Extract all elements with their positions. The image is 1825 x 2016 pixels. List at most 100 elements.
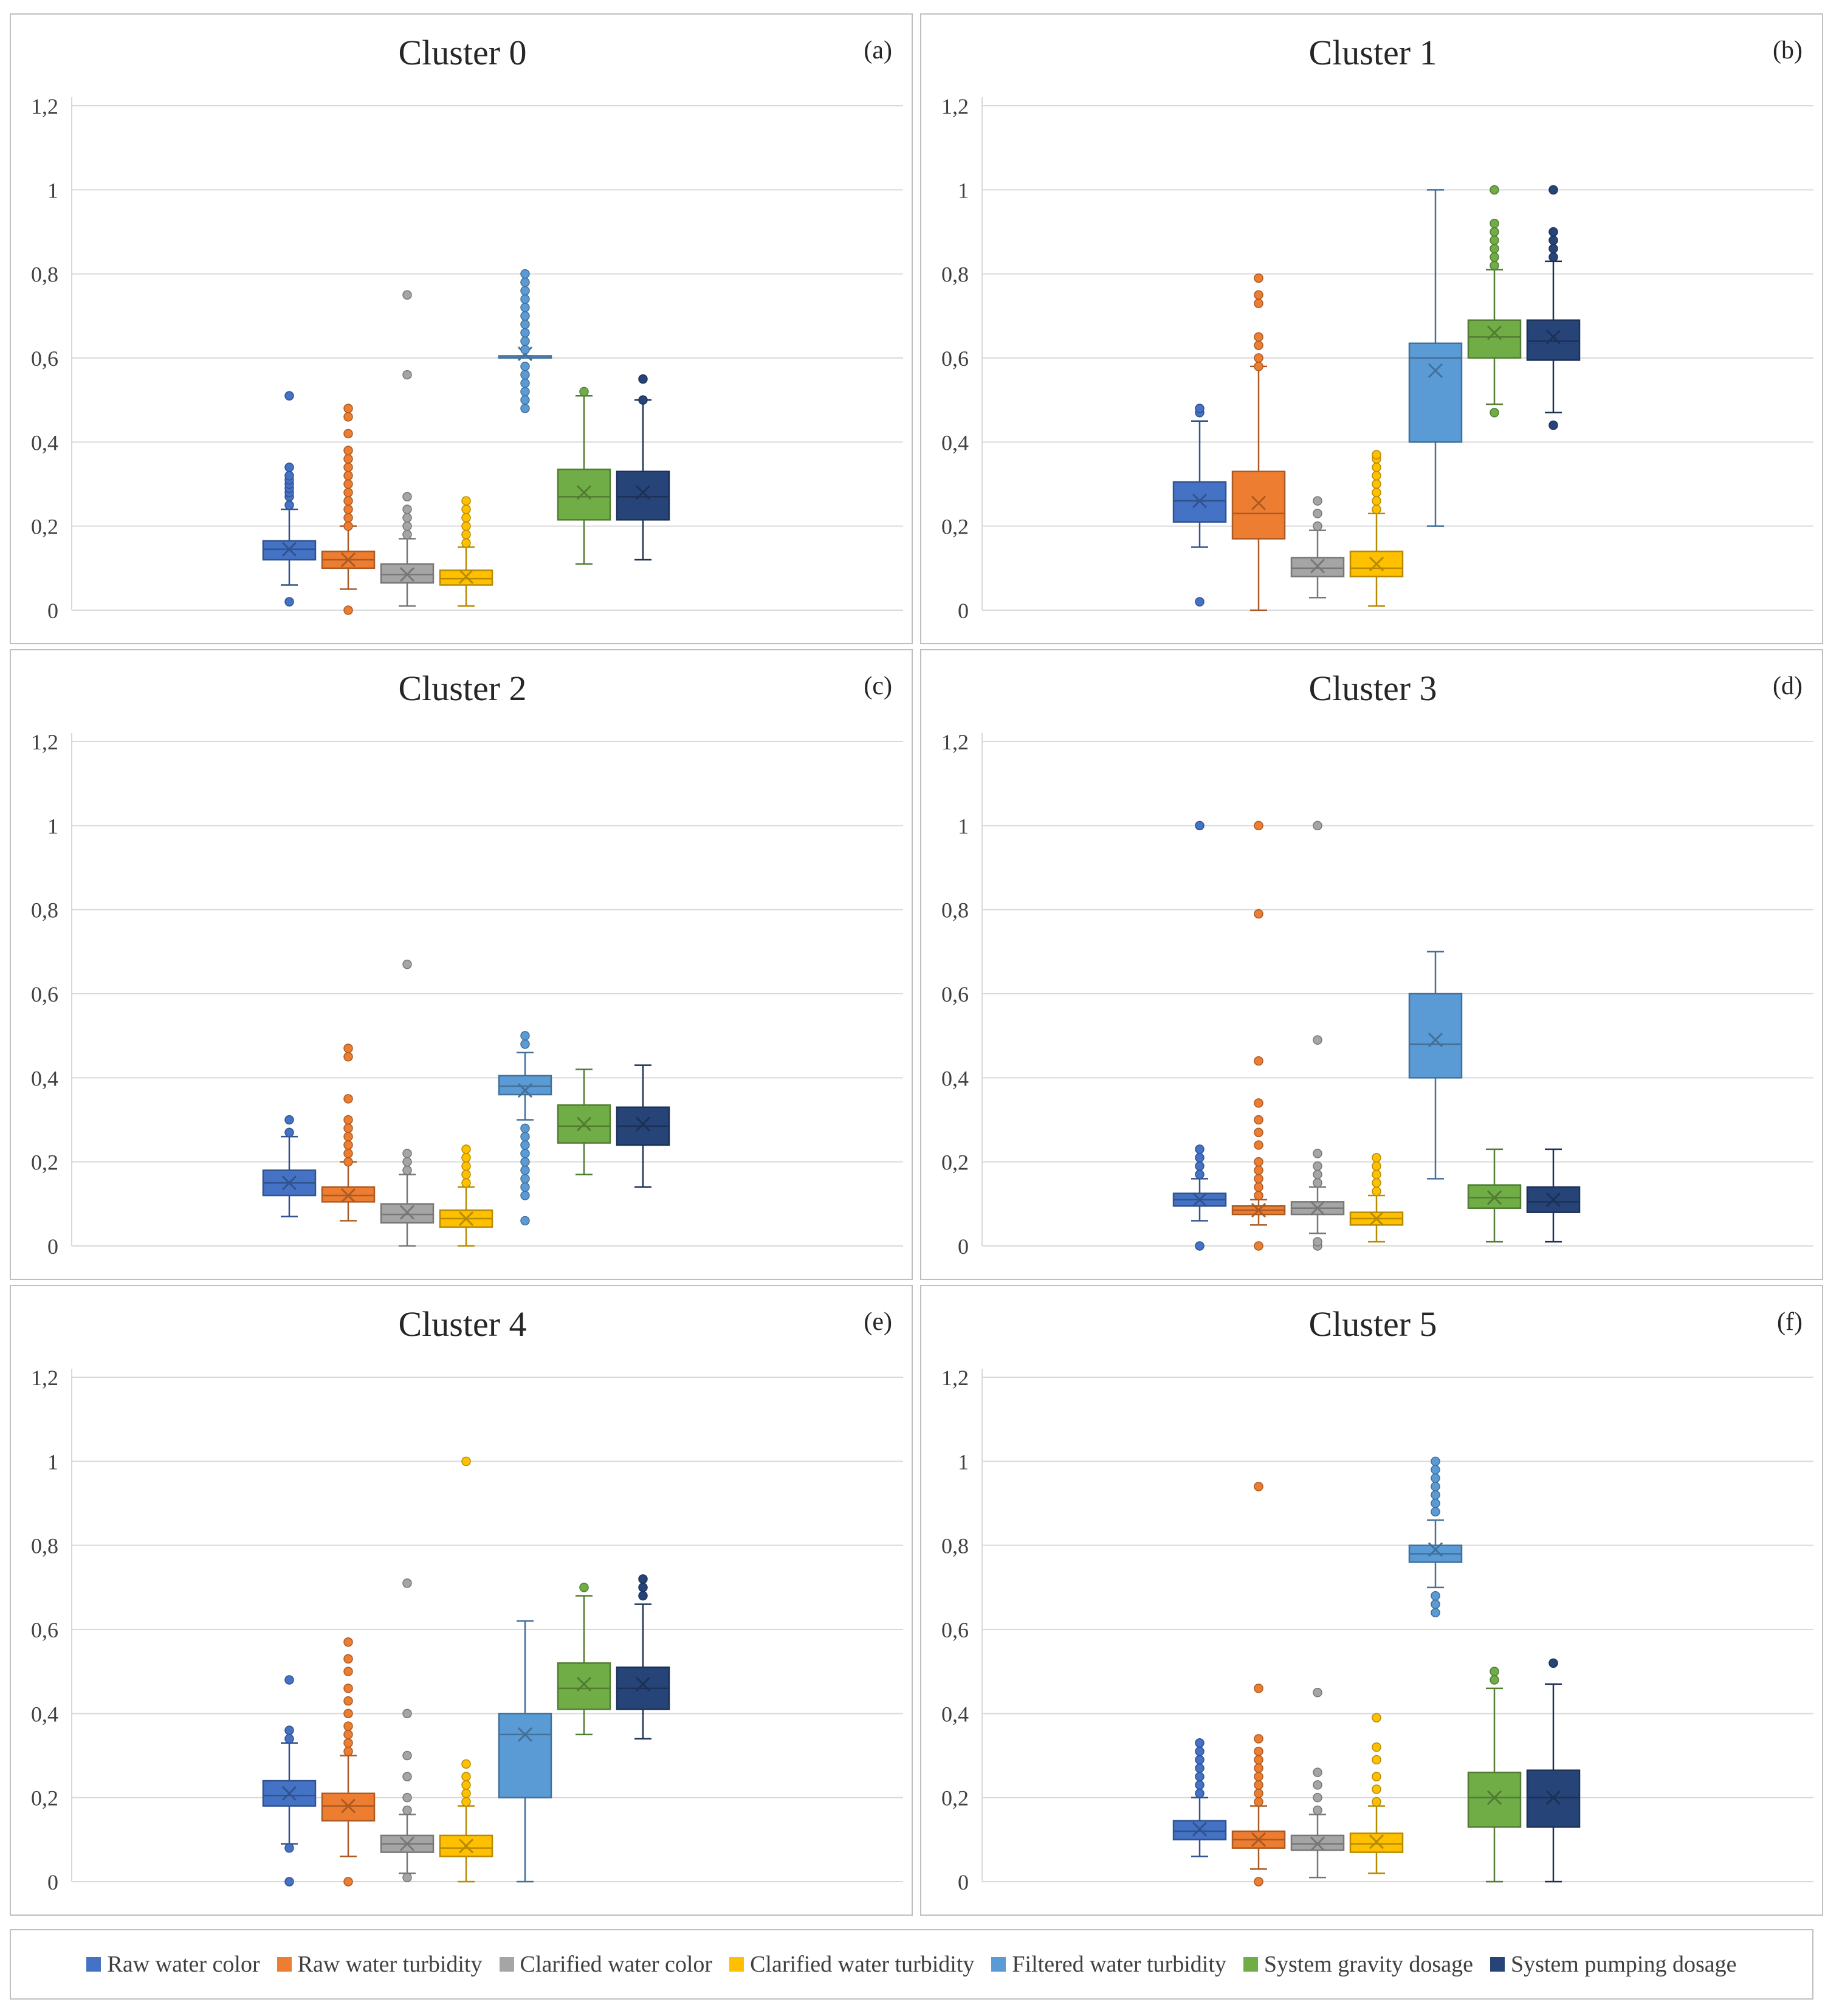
mean-marker (635, 1676, 651, 1691)
y-tick-label: 0,4 (941, 1066, 969, 1090)
box-system-gravity-dosage (1467, 185, 1522, 418)
outlier-point (343, 1684, 353, 1693)
outlier-point (343, 1123, 353, 1134)
box-clarified-water-color (1290, 1688, 1345, 1879)
outlier-point (1431, 1465, 1440, 1474)
outlier-point (1372, 504, 1381, 514)
legend-label: Clarified water color (520, 1952, 713, 1977)
legend-swatch (991, 1957, 1006, 1972)
mean-marker (576, 1676, 592, 1691)
chart-panel-4: Cluster 4 (e) 0 0,2 0,4 0,6 0,8 1 1,2 (10, 1285, 913, 1916)
y-tick-label: 1 (47, 178, 58, 202)
outlier-point (520, 1031, 530, 1041)
mean-marker (281, 542, 297, 557)
mean-marker (399, 1205, 415, 1220)
outlier-point (520, 269, 530, 279)
box-system-pumping-dosage (1526, 185, 1581, 430)
boxplot-svg: Cluster 4 (e) 0 0,2 0,4 0,6 0,8 1 1,2 (31, 1304, 903, 1894)
outlier-point (520, 362, 530, 371)
outlier-point (402, 1792, 412, 1803)
legend-swatch (1490, 1957, 1505, 1972)
outlier-point (1254, 1115, 1263, 1125)
y-tick-label: 0,2 (31, 1151, 58, 1175)
outlier-point (520, 1157, 530, 1167)
outlier-point (284, 597, 294, 607)
legend-item-raw-water-turbidity: Raw water turbidity (277, 1951, 483, 1978)
box-iqr (616, 470, 670, 521)
box-system-gravity-dosage (557, 387, 611, 565)
outlier-point (1313, 1688, 1322, 1698)
boxplot-svg: Cluster 1 (b) 0 0,2 0,4 0,6 0,8 1 1,2 (941, 33, 1813, 623)
mean-marker (1545, 1192, 1561, 1207)
panel-letter: (d) (1773, 672, 1803, 700)
outlier-point (1195, 1763, 1205, 1773)
box-raw-water-turbidity (1231, 273, 1286, 611)
chart-title: Cluster 2 (398, 669, 526, 708)
outlier-point (402, 1578, 412, 1588)
chart-panel-1: Cluster 1 (b) 0 0,2 0,4 0,6 0,8 1 1,2 (920, 13, 1823, 644)
gridlines: 0 0,2 0,4 0,6 0,8 1 1,2 (31, 94, 903, 623)
mean-marker (458, 1839, 474, 1854)
outlier-point (1254, 1734, 1263, 1744)
box-iqr (1526, 319, 1581, 361)
mean-marker (1369, 1211, 1384, 1226)
outlier-point (1195, 597, 1205, 607)
outlier-point (1254, 909, 1263, 919)
outlier-point (1254, 1877, 1263, 1887)
outlier-point (402, 492, 412, 501)
outlier-point (520, 1191, 530, 1200)
boxplot-svg: Cluster 0 (a) 0 0,2 0,4 0,6 0,8 1 1,2 (31, 33, 903, 623)
legend-item-system-pumping-dosage: System pumping dosage (1490, 1951, 1737, 1978)
box-clarified-water-color (1290, 821, 1345, 1251)
box-clarified-water-turbidity (439, 1144, 493, 1247)
legend-swatch (499, 1957, 514, 1972)
outlier-point (1195, 1755, 1205, 1765)
outlier-point (402, 1772, 412, 1781)
legend-label: Raw water color (107, 1952, 260, 1977)
outlier-point (343, 1738, 353, 1748)
outlier-point (1372, 1772, 1381, 1781)
outlier-point (1254, 1140, 1263, 1150)
y-tick-label: 0 (958, 1870, 969, 1894)
mean-marker (399, 567, 415, 582)
outlier-point (402, 504, 412, 514)
chart-title: Cluster 3 (1308, 669, 1437, 708)
outlier-point (1372, 1153, 1381, 1163)
outlier-point (1254, 1797, 1263, 1807)
outlier-point (520, 378, 530, 388)
outlier-point (461, 1178, 471, 1188)
mean-marker (399, 1836, 415, 1851)
boxplot-svg: Cluster 3 (d) 0 0,2 0,4 0,6 0,8 1 1,2 (941, 669, 1813, 1259)
outlier-point (343, 504, 353, 514)
outlier-point (1313, 1035, 1322, 1045)
gridlines: 0 0,2 0,4 0,6 0,8 1 1,2 (941, 94, 1813, 623)
outlier-point (1195, 1161, 1205, 1171)
outlier-point (638, 395, 648, 405)
outlier-point (1372, 1755, 1381, 1765)
outlier-point (1548, 420, 1558, 430)
outlier-point (343, 1637, 353, 1647)
outlier-point (520, 1149, 530, 1158)
outlier-point (343, 463, 353, 472)
outlier-point (1254, 340, 1263, 350)
outlier-point (1195, 1789, 1205, 1798)
outlier-point (1313, 1792, 1322, 1803)
outlier-point (520, 294, 530, 304)
outlier-point (1548, 252, 1558, 262)
panel-letter: (c) (864, 672, 892, 700)
y-tick-label: 0,6 (31, 346, 58, 371)
box-raw-water-turbidity (321, 404, 376, 615)
mean-marker (340, 1188, 356, 1203)
outlier-point (1431, 1591, 1440, 1601)
box-filtered-water-turbidity (498, 1031, 552, 1226)
outlier-point (520, 311, 530, 321)
box-clarified-water-color (380, 1578, 435, 1882)
legend-label: Raw water turbidity (297, 1952, 483, 1977)
box-filtered-water-turbidity (1408, 1456, 1463, 1618)
outlier-point (579, 1583, 589, 1592)
outlier-point (1254, 273, 1263, 283)
y-tick-label: 0,4 (31, 1066, 58, 1090)
outlier-point (1195, 1738, 1205, 1748)
outlier-point (402, 521, 412, 531)
box-system-pumping-dosage (616, 374, 670, 561)
